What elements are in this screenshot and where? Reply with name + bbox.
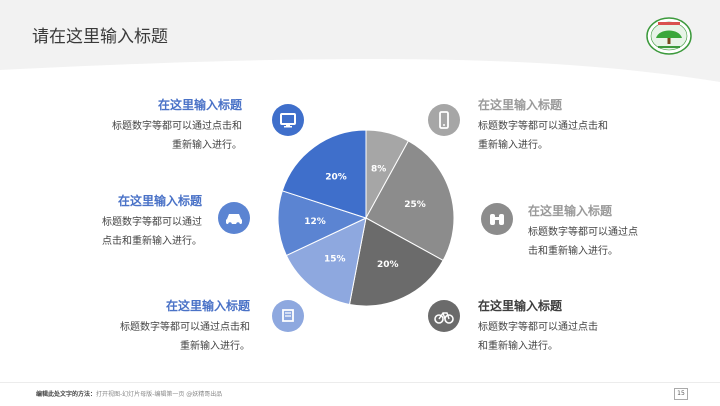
page-number: 15 <box>674 388 688 400</box>
block-2-line1: 标题数字等都可以通过 <box>102 217 202 228</box>
pie-slice-3 <box>348 217 444 307</box>
block-5-line1: 标题数字等都可以通过点 <box>528 227 638 238</box>
info-block-3: 在这里输入标题 标题数字等都可以通过点击和 重新输入进行。 <box>68 297 250 356</box>
pie-label-1: 8% <box>371 165 386 175</box>
block-2-title: 在这里输入标题 <box>117 194 202 208</box>
block-5-line2: 击和重新输入进行。 <box>528 246 618 257</box>
bicycle-icon <box>428 300 460 332</box>
block-1-line1: 标题数字等都可以通过点击和 <box>112 121 242 132</box>
footer-bar: 编辑此处文字的方法：打开视图-幻灯片母版-编辑第一页 @妖精哥出品 15 <box>0 382 720 406</box>
block-3-line2: 重新输入进行。 <box>180 341 250 352</box>
footer-tip: 编辑此处文字的方法：打开视图-幻灯片母版-编辑第一页 @妖精哥出品 <box>36 389 222 398</box>
pie-slice-2 <box>365 140 455 262</box>
block-4-line1: 标题数字等都可以通过点击和 <box>478 121 608 132</box>
block-1-title: 在这里输入标题 <box>157 98 242 112</box>
monitor-icon <box>272 104 304 136</box>
block-4-title: 在这里输入标题 <box>478 98 563 112</box>
pie-label-2: 25% <box>404 200 426 210</box>
info-block-6: 在这里输入标题 标题数字等都可以通过点击 和重新输入进行。 <box>478 297 668 356</box>
block-1-text: 标题数字等都可以通过点击和 重新输入进行。 <box>60 117 242 155</box>
school-logo <box>646 17 692 55</box>
block-4-text: 标题数字等都可以通过点击和 重新输入进行。 <box>478 117 668 155</box>
block-3-title: 在这里输入标题 <box>165 299 250 313</box>
info-block-4: 在这里输入标题 标题数字等都可以通过点击和 重新输入进行。 <box>478 96 668 155</box>
info-block-1: 在这里输入标题 标题数字等都可以通过点击和 重新输入进行。 <box>60 96 242 155</box>
info-block-5: 在这里输入标题 标题数字等都可以通过点 击和重新输入进行。 <box>528 202 708 261</box>
block-6-line1: 标题数字等都可以通过点击 <box>478 322 598 333</box>
pie-slice-6 <box>281 129 367 219</box>
block-2-line2: 点击和重新输入进行。 <box>102 236 202 247</box>
block-3-line1: 标题数字等都可以通过点击和 <box>120 322 250 333</box>
footer-tip-label: 编辑此处文字的方法： <box>36 391 97 398</box>
block-6-title: 在这里输入标题 <box>478 299 563 313</box>
header-curve <box>0 0 720 82</box>
footer-tip-text: 打开视图-幻灯片母版-编辑第一页 @妖精哥出品 <box>96 391 223 398</box>
block-4-line2: 重新输入进行。 <box>478 140 548 151</box>
pie-slice-4 <box>285 217 367 306</box>
block-3-text: 标题数字等都可以通过点击和 重新输入进行。 <box>68 318 250 356</box>
block-6-text: 标题数字等都可以通过点击 和重新输入进行。 <box>478 318 668 356</box>
car-icon <box>218 202 250 234</box>
pie-label-4: 15% <box>324 254 346 264</box>
block-6-line2: 和重新输入进行。 <box>478 341 558 352</box>
slide-title: 请在这里输入标题 <box>32 27 168 47</box>
block-1-line2: 重新输入进行。 <box>172 140 242 151</box>
block-5-text: 标题数字等都可以通过点 击和重新输入进行。 <box>528 223 708 261</box>
info-block-2: 在这里输入标题 标题数字等都可以通过 点击和重新输入进行。 <box>60 192 202 251</box>
binoculars-icon <box>481 203 513 235</box>
block-5-title: 在这里输入标题 <box>528 204 613 218</box>
pie-slice-5 <box>277 190 368 257</box>
pie-chart: 8% 25% 20% 15% 12% 20% <box>277 129 455 307</box>
pie-label-5: 12% <box>304 217 326 227</box>
block-2-text: 标题数字等都可以通过 点击和重新输入进行。 <box>60 213 202 251</box>
book-icon <box>272 300 304 332</box>
phone-icon <box>428 104 460 136</box>
pie-label-3: 20% <box>377 260 399 270</box>
pie-label-6: 20% <box>325 173 347 183</box>
